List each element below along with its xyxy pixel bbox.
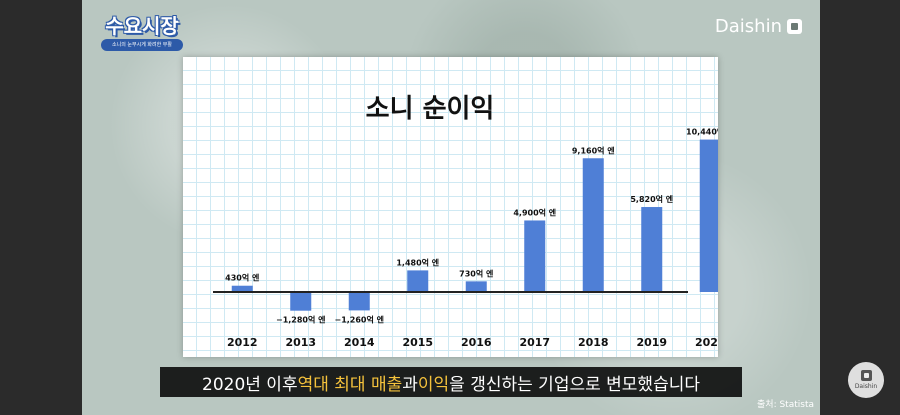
x-tick-2019: 2019 [636,336,667,349]
watermark-label: Daishin [854,383,878,390]
bar-2020 [699,139,718,292]
x-tick-labels: 2012 2013 2014 2015 2016 2017 2018 2019 2020 [227,336,718,349]
bar-2019 [641,207,663,292]
bar-2013 [290,292,312,311]
chart-title: 소니 순이익 [366,94,495,124]
value-label-2015: 1,480억 엔 [396,257,439,267]
value-label-2019: 5,820억 엔 [630,194,673,204]
x-tick-2015: 2015 [402,336,433,349]
value-label-2018: 9,160억 엔 [572,145,615,155]
bars-layer [231,139,718,311]
subtitle-highlight-2: 이익 [417,374,450,395]
brand-name: Daishin [714,15,782,37]
bar-2015 [407,270,429,292]
value-label-2020: 10,440억 엔 [686,127,718,137]
show-logo-title: 수요시장 [105,14,179,38]
x-tick-2018: 2018 [578,336,609,349]
x-tick-2017: 2017 [519,336,550,349]
x-tick-2012: 2012 [227,336,258,349]
value-label-2017: 4,900억 엔 [513,207,556,217]
x-tick-2013: 2013 [285,336,316,349]
bar-2018 [582,158,604,292]
bar-2012 [231,285,253,292]
bar-2014 [348,292,370,311]
labels-layer: 430억 엔 −1,280억 엔 −1,260억 엔 1,480억 엔 730억 엔 4,… [225,127,718,325]
value-label-2013: −1,280억 엔 [276,315,326,325]
daishin-logo-icon [787,18,802,34]
chart-svg: 소니 순이익 430억 엔 −1,280억 엔 −1,260억 엔 1,480억 엔 7… [213,94,718,349]
show-logo-subtitle: 소니의 눈부시게 화려한 부활 [101,39,183,51]
value-label-2016: 730억 엔 [459,268,493,278]
brand-logo: Daishin [714,15,802,37]
bar-2017 [524,220,546,292]
x-tick-2016: 2016 [461,336,492,349]
subtitle-text-2: 과 [402,374,418,395]
subtitle-text-1: 2020년 이후 [202,374,298,395]
bar-2016 [465,281,487,292]
show-logo: 수요시장 소니의 눈부시게 화려한 부활 [97,10,187,56]
x-tick-2014: 2014 [344,336,375,349]
chart-board: 소니 순이익 430억 엔 −1,280억 엔 −1,260억 엔 1,480억 엔 7… [183,57,718,357]
x-tick-2020: 2020 [695,336,718,349]
value-label-2012: 430억 엔 [225,273,259,283]
value-label-2014: −1,260억 엔 [334,314,384,324]
source-credit: 출처: Statista [757,400,814,410]
video-frame: 수요시장 소니의 눈부시게 화려한 부활 Daishin 소니 순이익 430억… [82,0,820,415]
channel-watermark[interactable]: Daishin [848,362,884,398]
subtitle-highlight-1: 역대 최대 매출 [297,374,403,395]
subtitle-text-3: 을 갱신하는 기업으로 변모했습니다 [449,374,700,395]
daishin-watermark-icon [860,370,872,381]
video-subtitle: 2020년 이후 역대 최대 매출 과 이익 을 갱신하는 기업으로 변모했습니… [160,367,742,397]
